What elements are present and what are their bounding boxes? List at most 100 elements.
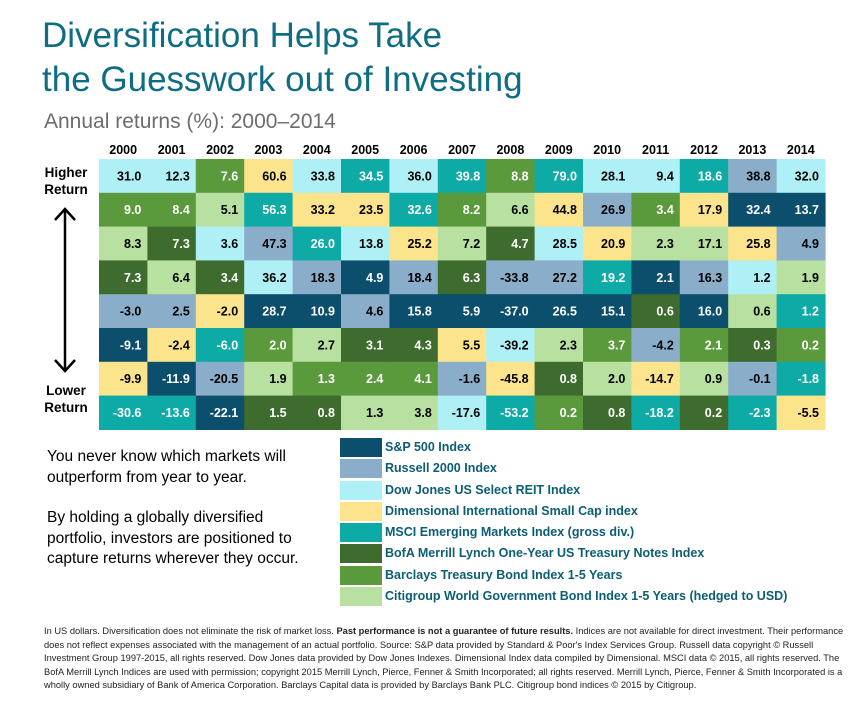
return-value: 44.8 — [553, 203, 577, 217]
return-cell-sp500 — [389, 294, 439, 329]
chart-subtitle: Annual returns (%): 2000–2014 — [44, 110, 336, 133]
return-cell-dimensional_intl — [292, 192, 342, 228]
return-value: -4.2 — [652, 338, 674, 352]
return-value: 1.9 — [269, 372, 286, 386]
return-cell-msci_em — [776, 294, 826, 329]
higher-return-label: Higher Return — [38, 164, 94, 198]
footnote: In US dollars. Diversification does not … — [44, 625, 844, 693]
return-value: 3.8 — [414, 406, 431, 420]
legend-swatch — [340, 544, 382, 564]
return-cell-dimensional_intl — [776, 395, 826, 430]
return-value: 3.4 — [656, 203, 673, 217]
return-value: -20.5 — [210, 372, 239, 386]
return-cell-msci_em — [147, 395, 197, 430]
legend-label: Dimensional International Small Cap inde… — [385, 503, 638, 518]
return-value: 25.8 — [746, 237, 770, 251]
title-line-2: the Guesswork out of Investing — [42, 60, 523, 99]
return-value: -2.0 — [217, 305, 239, 319]
return-cell-reit — [99, 159, 148, 194]
return-value: -2.4 — [168, 338, 190, 352]
return-cell-barclays — [389, 361, 439, 397]
return-cell-barclays — [631, 192, 681, 228]
return-value: 5.5 — [463, 338, 480, 352]
return-cell-dimensional_intl — [728, 226, 778, 261]
return-value: 0.8 — [608, 406, 625, 420]
return-cell-citigroup_wgbi — [728, 294, 778, 329]
return-value: 32.4 — [746, 203, 770, 217]
return-cell-bofa_treasury — [679, 395, 729, 430]
return-cell-barclays — [437, 192, 487, 228]
return-value: 2.3 — [560, 338, 577, 352]
year-label: 2012 — [690, 143, 718, 157]
return-cell-barclays — [195, 159, 245, 194]
return-cell-reit — [437, 395, 487, 430]
return-value: 7.3 — [124, 271, 141, 285]
year-label: 2002 — [206, 143, 234, 157]
return-cell-citigroup_wgbi — [776, 260, 826, 295]
return-value: -1.6 — [459, 372, 481, 386]
return-value: 60.6 — [262, 169, 286, 183]
return-value: -2.3 — [749, 406, 771, 420]
return-value: -14.7 — [645, 372, 674, 386]
return-value: 0.2 — [560, 406, 577, 420]
return-value: 32.6 — [407, 203, 431, 217]
commentary-paragraph-2: By holding a globally diversified portfo… — [47, 509, 299, 567]
return-value: 9.0 — [124, 203, 141, 217]
return-value: -45.8 — [500, 372, 529, 386]
return-cell-citigroup_wgbi — [486, 192, 536, 228]
return-value: 4.1 — [414, 372, 431, 386]
legend-label: Barclays Treasury Bond Index 1-5 Years — [385, 567, 623, 582]
return-value: 19.2 — [601, 271, 625, 285]
footnote-text-1: In US dollars. Diversification does not … — [44, 626, 337, 636]
return-value: 2.7 — [318, 338, 335, 352]
return-cell-russell2000 — [679, 260, 729, 295]
title-line-1: Diversification Helps Take — [42, 16, 443, 55]
return-cell-citigroup_wgbi — [583, 361, 632, 397]
year-label: 2007 — [448, 143, 476, 157]
return-value: -13.6 — [161, 406, 190, 420]
higher-return-line-2: Return — [44, 182, 88, 197]
return-cell-bofa_treasury — [147, 226, 197, 261]
return-cell-russell2000 — [341, 294, 390, 329]
return-value: 15.8 — [407, 305, 431, 319]
return-cell-sp500 — [99, 328, 148, 363]
return-value: 26.5 — [553, 305, 577, 319]
return-value: 2.1 — [705, 338, 722, 352]
return-cell-citigroup_wgbi — [679, 226, 729, 261]
return-value: 36.2 — [262, 271, 286, 285]
lower-return-label: Lower Return — [38, 382, 94, 416]
return-value: 39.8 — [456, 169, 480, 183]
year-label: 2011 — [642, 143, 669, 157]
return-value: 1.3 — [366, 406, 383, 420]
return-cell-barclays — [583, 328, 632, 363]
return-cell-reit — [341, 226, 390, 261]
return-cell-dimensional_intl — [99, 361, 148, 397]
return-value: 2.0 — [608, 372, 625, 386]
commentary: You never know which markets will outper… — [47, 447, 327, 590]
return-cell-citigroup_wgbi — [631, 226, 681, 261]
return-cell-msci_em — [776, 361, 826, 397]
return-cell-barclays — [534, 395, 584, 430]
return-cell-msci_em — [99, 395, 148, 430]
return-cell-reit — [583, 159, 632, 194]
return-value: 3.6 — [221, 237, 238, 251]
return-cell-bofa_treasury — [195, 260, 245, 295]
return-cell-citigroup_wgbi — [341, 395, 390, 430]
return-cell-bofa_treasury — [292, 395, 342, 430]
return-value: 4.9 — [802, 237, 819, 251]
return-cell-dimensional_intl — [341, 192, 390, 228]
return-value: 6.3 — [463, 271, 480, 285]
return-cell-citigroup_wgbi — [389, 395, 439, 430]
legend-label: MSCI Emerging Markets Index (gross div.) — [385, 525, 635, 540]
return-value: 32.0 — [795, 169, 819, 183]
return-value: 1.9 — [802, 271, 819, 285]
return-value: 28.1 — [601, 169, 625, 183]
return-cell-citigroup_wgbi — [292, 328, 342, 363]
year-label: 2006 — [400, 143, 428, 157]
return-cell-msci_em — [389, 192, 439, 228]
return-value: -11.9 — [162, 372, 190, 386]
legend-swatch — [340, 459, 382, 479]
year-label: 2003 — [254, 143, 282, 157]
return-cell-barclays — [292, 361, 342, 397]
return-cell-reit — [728, 260, 778, 295]
